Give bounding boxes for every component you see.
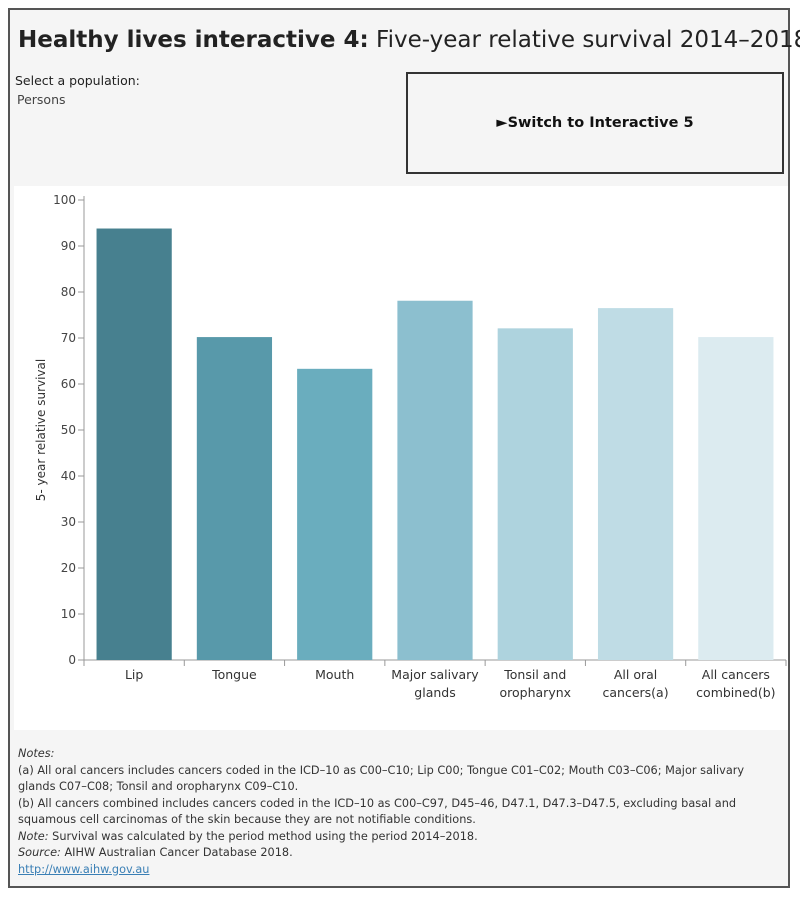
x-category-label: Mouth: [315, 667, 354, 682]
y-tick-label: 0: [68, 653, 76, 667]
y-tick-label: 70: [61, 331, 76, 345]
y-tick-label: 60: [61, 377, 76, 391]
bar: [297, 368, 373, 660]
x-category-label: Lip: [125, 667, 143, 682]
bar: [497, 328, 573, 660]
x-category-label: oropharynx: [500, 685, 572, 700]
note-text: Survival was calculated by the period me…: [48, 829, 478, 843]
page-title: Healthy lives interactive 4: Five-year r…: [18, 27, 800, 53]
note-a: (a) All oral cancers includes cancers co…: [18, 763, 745, 794]
note-b: (b) All cancers combined includes cancer…: [18, 796, 737, 827]
population-filter-value[interactable]: Persons: [17, 92, 66, 107]
y-tick-label: 80: [61, 285, 76, 299]
x-category-label: All cancers: [702, 667, 770, 682]
dashboard-frame: Healthy lives interactive 4: Five-year r…: [8, 8, 800, 888]
y-tick-label: 40: [61, 469, 76, 483]
x-category-label: cancers(a): [603, 685, 669, 700]
y-tick-label: 10: [61, 607, 76, 621]
source-label: Source:: [18, 846, 61, 859]
notes-heading: Notes:: [18, 747, 55, 760]
bar: [96, 228, 172, 660]
y-tick-label: 100: [53, 193, 76, 207]
x-category-label: Major salivary: [391, 667, 479, 682]
population-filter-label: Select a population:: [15, 73, 140, 88]
bar: [597, 308, 674, 660]
aihw-link[interactable]: http://www.aihw.gov.au: [18, 862, 150, 876]
chart-area: 0 10 20 30 40 50 60 70 80 90 100 5- year relative s…: [14, 186, 788, 730]
bar-chart: 0 10 20 30 40 50 60 70 80 90 100 5- year relative s…: [34, 193, 787, 700]
y-axis-title: 5- year relative survival: [34, 359, 48, 501]
y-tick-label: 50: [61, 423, 76, 437]
bar: [698, 337, 774, 660]
x-category-label: combined(b): [696, 685, 775, 700]
title-bold: Healthy lives interactive 4:: [18, 27, 369, 53]
title-rest: Five-year relative survival 2014–2018: [368, 27, 800, 53]
note-label: Note:: [18, 829, 49, 843]
notes-section: Notes: (a) All oral cancers includes can…: [18, 746, 778, 878]
y-tick-label: 30: [61, 515, 76, 529]
y-tick-label: 90: [61, 239, 76, 253]
bar: [196, 337, 273, 660]
bar: [397, 300, 473, 660]
source-text: AIHW Australian Cancer Database 2018.: [60, 846, 293, 859]
y-tick-label: 20: [61, 561, 76, 575]
x-category-label: Tongue: [211, 667, 257, 682]
switch-interactive-button[interactable]: ►Switch to Interactive 5: [406, 72, 784, 174]
x-category-label: All oral: [614, 667, 657, 682]
x-category-label: glands: [414, 685, 455, 700]
x-category-label: Tonsil and: [503, 667, 566, 682]
